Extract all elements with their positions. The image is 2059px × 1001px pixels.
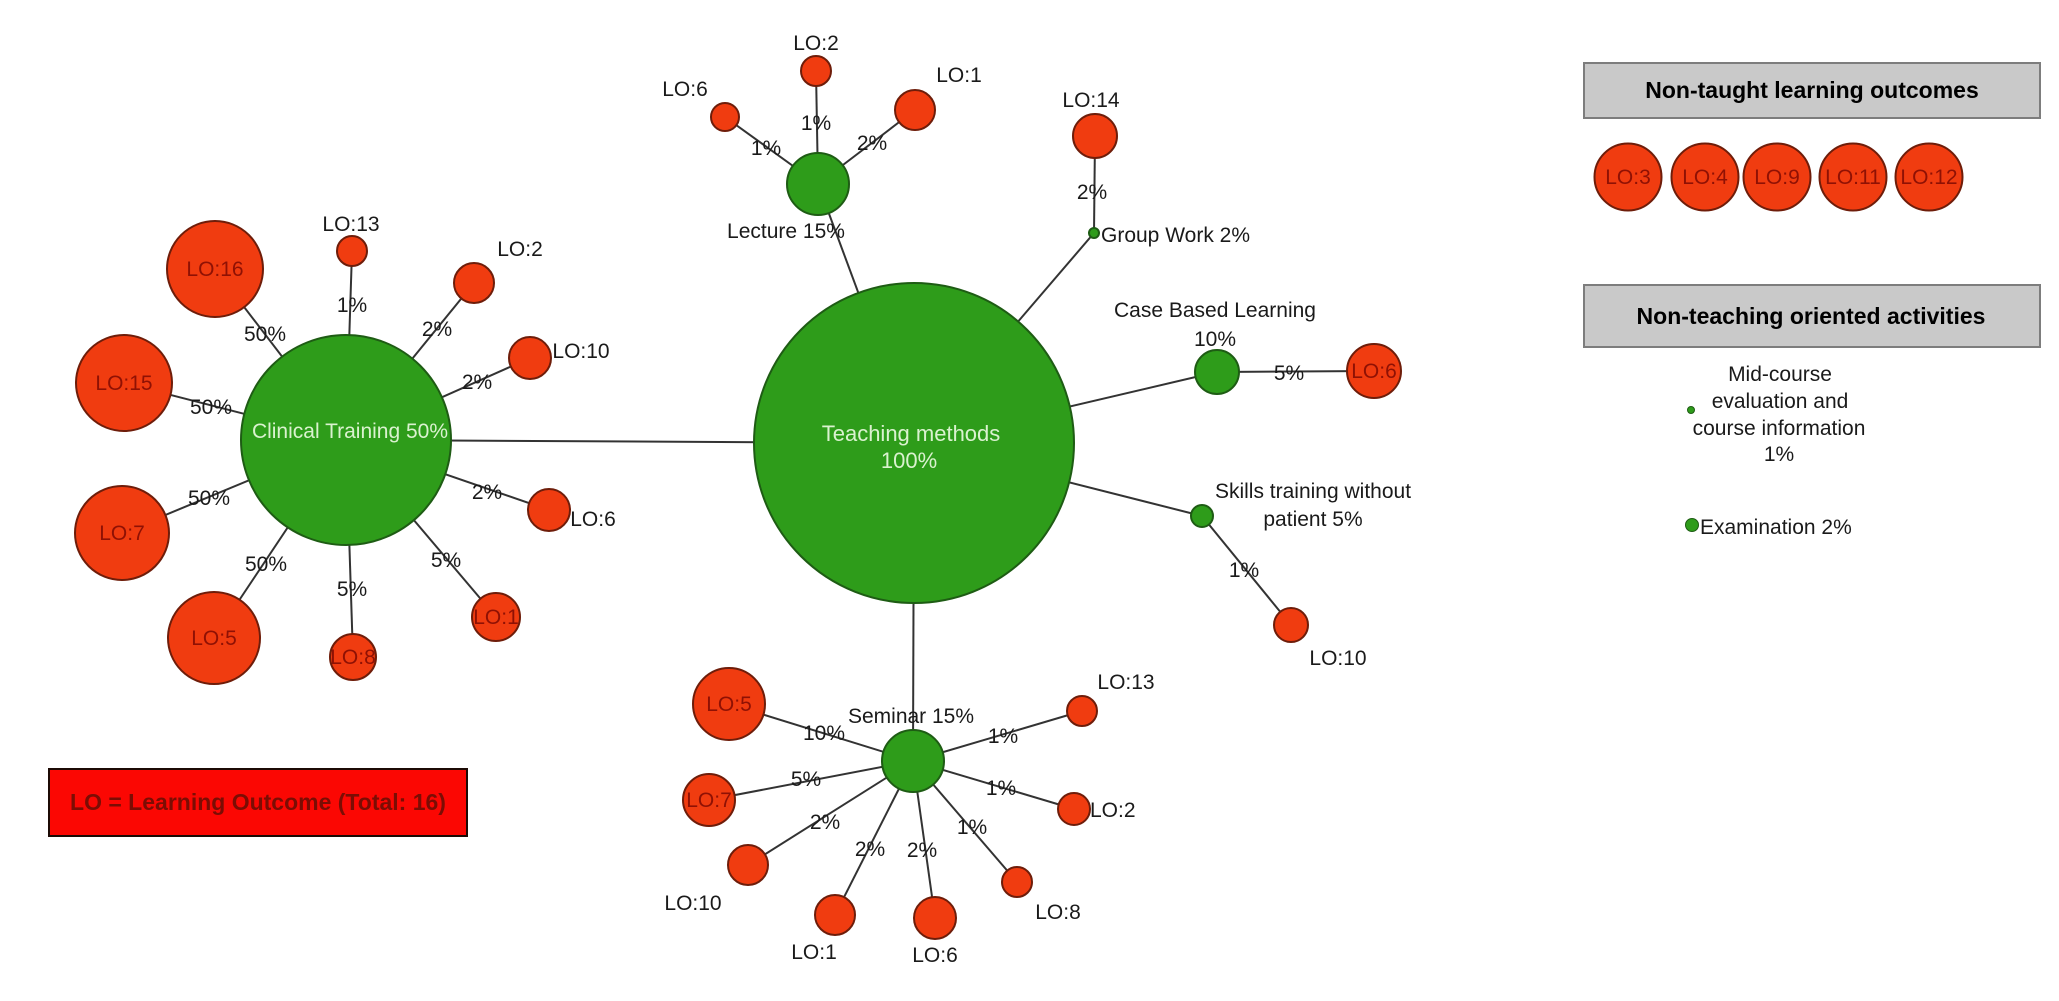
svg-text:LO:6: LO:6	[1351, 360, 1397, 383]
svg-text:2%: 2%	[857, 132, 887, 155]
svg-text:patient 5%: patient 5%	[1263, 508, 1362, 531]
svg-text:Case Based Learning: Case Based Learning	[1114, 299, 1316, 322]
svg-text:1%: 1%	[957, 816, 987, 839]
svg-text:LO:1: LO:1	[936, 64, 982, 87]
svg-text:LO:16: LO:16	[186, 258, 243, 281]
svg-text:LO:7: LO:7	[99, 522, 145, 545]
svg-text:2%: 2%	[1077, 181, 1107, 204]
svg-text:10%: 10%	[1194, 328, 1236, 351]
svg-text:LO:7: LO:7	[686, 789, 732, 812]
svg-text:LO:3: LO:3	[1605, 166, 1651, 189]
svg-text:Examination 2%: Examination 2%	[1700, 516, 1852, 539]
svg-text:LO:13: LO:13	[322, 213, 379, 236]
svg-text:LO:14: LO:14	[1062, 89, 1120, 112]
svg-text:2%: 2%	[810, 811, 840, 834]
svg-text:LO:9: LO:9	[1754, 166, 1800, 189]
svg-text:5%: 5%	[791, 768, 821, 791]
svg-text:Skills training without: Skills training without	[1215, 480, 1411, 503]
svg-text:1%: 1%	[988, 725, 1018, 748]
svg-text:100%: 100%	[881, 448, 937, 473]
svg-text:5%: 5%	[431, 549, 461, 572]
svg-text:LO:2: LO:2	[793, 32, 839, 55]
svg-text:Non-teaching oriented activiti: Non-teaching oriented activities	[1637, 303, 1986, 329]
svg-text:LO:5: LO:5	[706, 693, 752, 716]
svg-text:1%: 1%	[751, 137, 781, 160]
svg-text:LO:8: LO:8	[330, 646, 376, 669]
svg-text:1%: 1%	[801, 112, 831, 135]
svg-text:1%: 1%	[1764, 443, 1794, 466]
svg-text:LO:6: LO:6	[912, 944, 958, 967]
svg-text:5%: 5%	[1274, 362, 1304, 385]
svg-text:Non-taught learning outcomes: Non-taught learning outcomes	[1645, 77, 1979, 103]
svg-text:LO:12: LO:12	[1900, 166, 1957, 189]
svg-text:50%: 50%	[245, 553, 287, 576]
svg-text:LO:6: LO:6	[662, 78, 708, 101]
svg-text:50%: 50%	[190, 396, 232, 419]
svg-text:50%: 50%	[188, 487, 230, 510]
svg-text:5%: 5%	[337, 578, 367, 601]
svg-text:LO:8: LO:8	[1035, 901, 1081, 924]
svg-text:LO:10: LO:10	[1309, 647, 1366, 670]
svg-text:1%: 1%	[986, 777, 1016, 800]
svg-text:2%: 2%	[855, 838, 885, 861]
svg-text:Group Work 2%: Group Work 2%	[1101, 224, 1250, 247]
svg-text:1%: 1%	[337, 294, 367, 317]
svg-text:2%: 2%	[907, 839, 937, 862]
svg-text:LO:1: LO:1	[473, 606, 519, 629]
svg-text:10%: 10%	[803, 722, 845, 745]
svg-text:LO:10: LO:10	[664, 892, 721, 915]
svg-text:LO:5: LO:5	[191, 627, 237, 650]
svg-text:LO:1: LO:1	[791, 941, 837, 964]
svg-text:evaluation and: evaluation and	[1712, 390, 1849, 413]
svg-text:course information: course information	[1693, 417, 1866, 440]
svg-text:1%: 1%	[1229, 559, 1259, 582]
svg-text:2%: 2%	[462, 371, 492, 394]
svg-text:2%: 2%	[422, 318, 452, 341]
svg-text:LO:15: LO:15	[95, 372, 152, 395]
svg-text:LO:11: LO:11	[1825, 166, 1881, 189]
svg-text:LO:6: LO:6	[570, 508, 616, 531]
svg-text:LO:13: LO:13	[1097, 671, 1154, 694]
svg-text:2%: 2%	[472, 481, 502, 504]
svg-text:Mid-course: Mid-course	[1728, 363, 1832, 386]
svg-text:LO:4: LO:4	[1682, 166, 1728, 189]
svg-text:Clinical Training 50%: Clinical Training 50%	[252, 420, 448, 443]
svg-text:LO:2: LO:2	[1090, 799, 1136, 822]
svg-text:Teaching methods: Teaching methods	[822, 421, 1001, 446]
svg-text:LO = Learning Outcome (Total:: LO = Learning Outcome (Total: 16)	[70, 789, 446, 815]
svg-text:LO:10: LO:10	[552, 340, 609, 363]
svg-text:50%: 50%	[244, 323, 286, 346]
svg-text:LO:2: LO:2	[497, 238, 543, 261]
svg-text:Seminar 15%: Seminar 15%	[848, 705, 974, 728]
svg-text:Lecture 15%: Lecture 15%	[727, 220, 845, 243]
